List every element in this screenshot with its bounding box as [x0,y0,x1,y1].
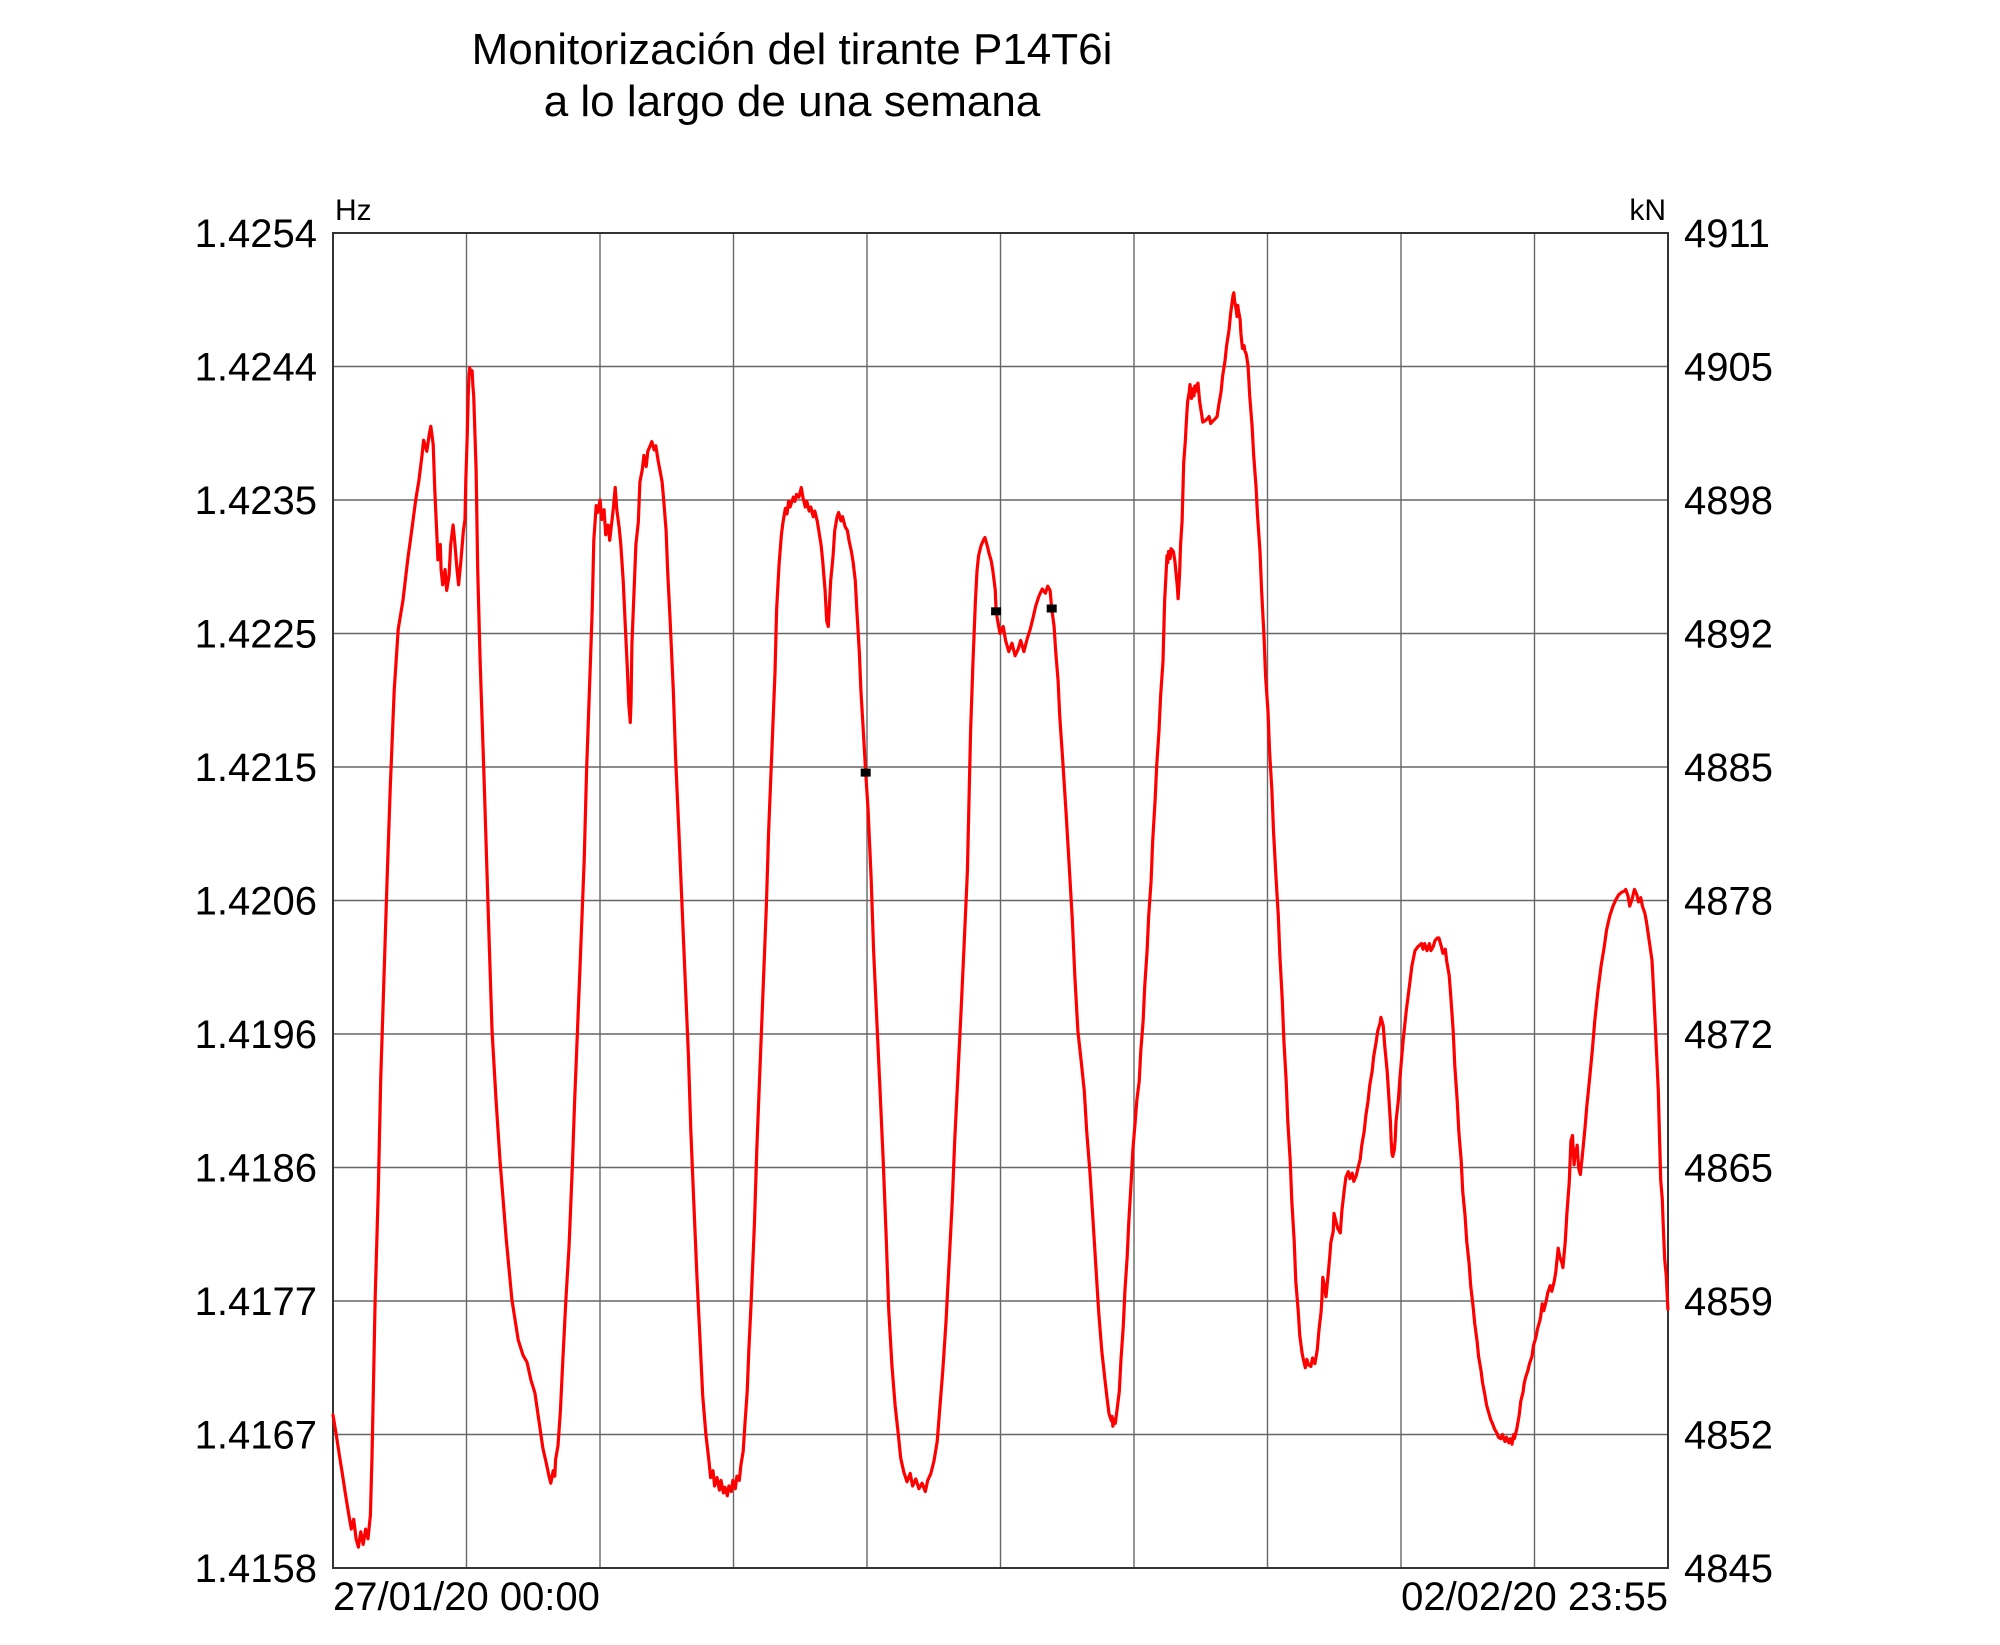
right-axis-tick-label: 4911 [1684,212,1770,256]
chart-title-line2: a lo largo de una semana [544,77,1041,126]
chart-title-line1: Monitorización del tirante P14T6i [472,25,1113,74]
x-axis-start-label: 27/01/20 00:00 [333,1575,600,1619]
event-marker [1046,604,1057,613]
event-marker [991,607,1002,616]
x-axis-end-label: 02/02/20 23:55 [1401,1575,1668,1619]
right-axis-tick-label: 4905 [1684,346,1773,390]
hz-series-line [331,291,1670,1549]
right-axis-tick-label: 4859 [1684,1280,1773,1324]
left-axis-tick-label: 1.4196 [195,1013,317,1057]
plot-border [332,232,1669,1569]
right-axis-tick-labels: 4911 4905 4898 4892 4885 4878 4872 4865 4859 4852… [1684,212,1773,1591]
right-axis-tick-label: 4865 [1684,1147,1773,1191]
right-axis-tick-label: 4892 [1684,613,1773,657]
left-axis-tick-label: 1.4177 [195,1280,317,1324]
grid-lines [332,232,1669,1569]
right-axis-tick-label: 4852 [1684,1414,1773,1458]
right-axis-tick-label: 4885 [1684,746,1773,790]
left-axis-tick-label: 1.4225 [195,613,317,657]
event-markers [860,604,1057,777]
right-axis-unit-label: kN [1629,194,1666,227]
right-axis-tick-label: 4898 [1684,479,1773,523]
left-axis-unit-label: Hz [335,194,372,227]
left-axis-tick-label: 1.4215 [195,746,317,790]
right-axis-tick-label: 4878 [1684,880,1773,924]
left-axis-tick-labels: 1.4254 1.4244 1.4235 1.4225 1.4215 1.4206 1.41… [195,212,317,1591]
frequency-series [331,291,1670,1549]
event-marker [860,768,871,777]
right-axis-tick-label: 4845 [1684,1547,1773,1591]
left-axis-tick-label: 1.4235 [195,479,317,523]
left-axis-tick-label: 1.4158 [195,1547,317,1591]
left-axis-tick-label: 1.4206 [195,880,317,924]
left-axis-tick-label: 1.4244 [195,346,317,390]
left-axis-tick-label: 1.4186 [195,1147,317,1191]
left-axis-tick-label: 1.4254 [195,212,317,256]
right-axis-tick-label: 4872 [1684,1013,1773,1057]
left-axis-tick-label: 1.4167 [195,1414,317,1458]
